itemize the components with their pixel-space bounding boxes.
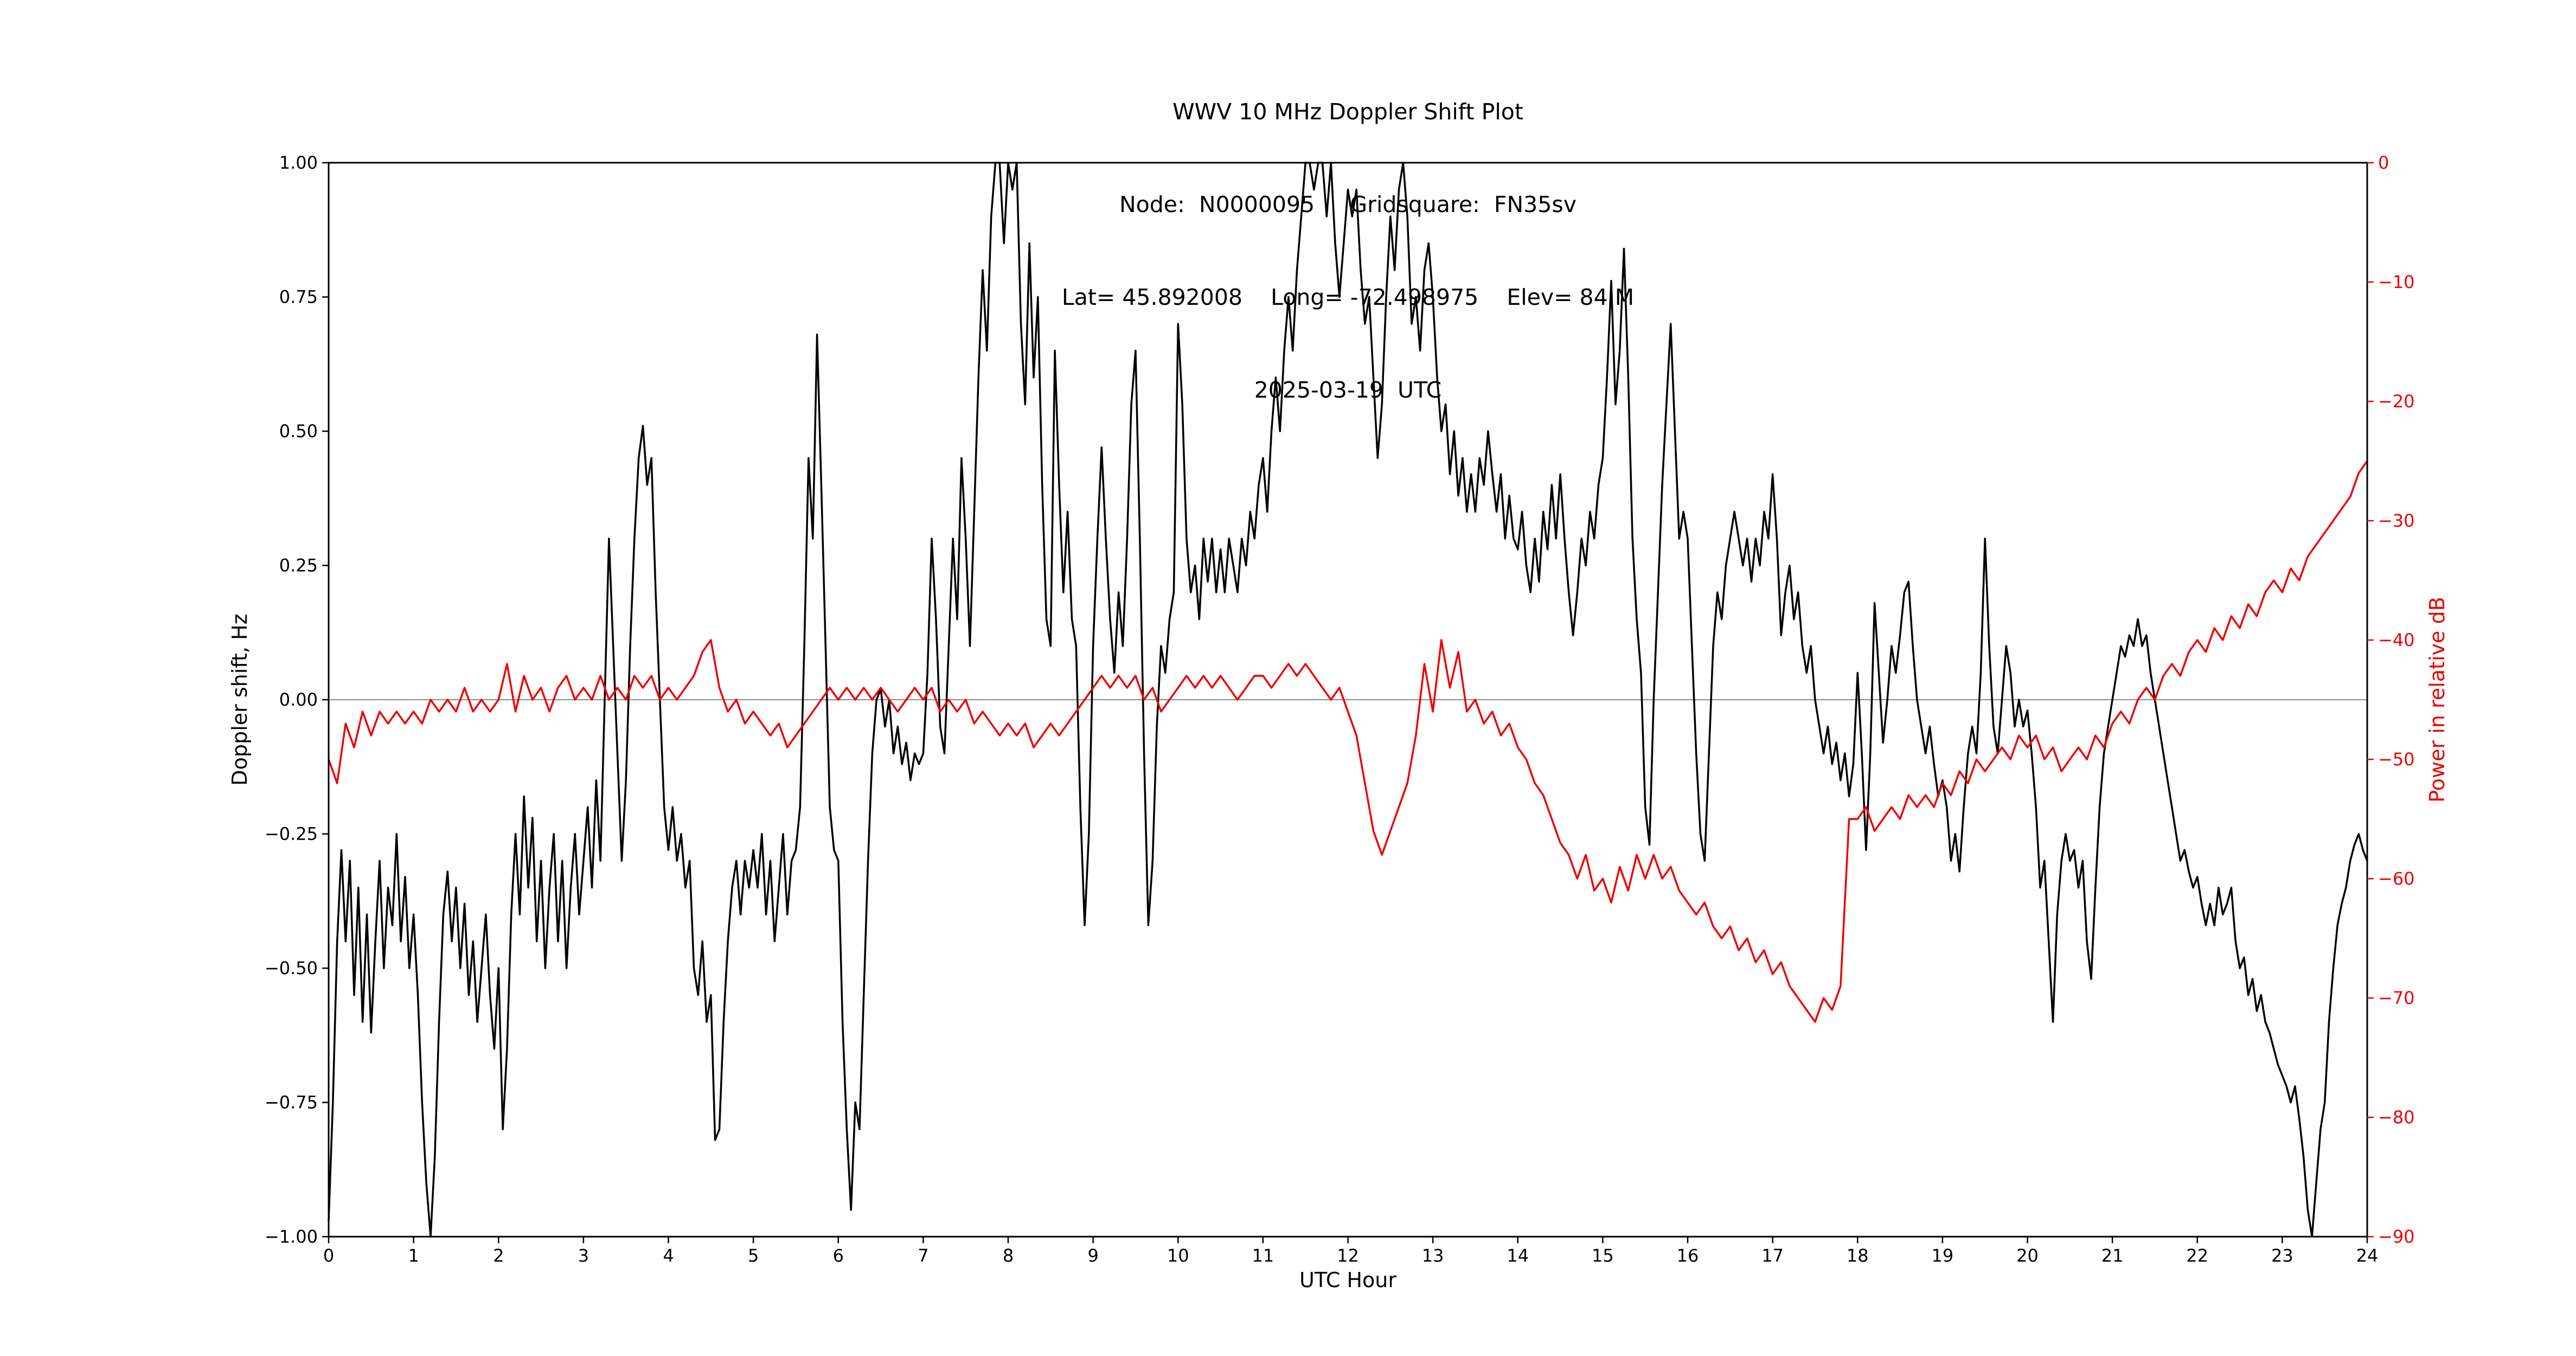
y-right-tick-label: −10	[2378, 272, 2415, 292]
y-left-tick-label: −0.75	[265, 1092, 318, 1113]
x-tick-label: 21	[2101, 1245, 2124, 1266]
y-right-tick-label: −80	[2378, 1107, 2415, 1128]
doppler-series-line	[328, 162, 2368, 1238]
y-right-tick-label: −20	[2378, 391, 2415, 412]
x-tick-label: 9	[1087, 1245, 1098, 1266]
y-left-tick-label: −0.25	[265, 824, 318, 845]
y-left-tick-label: 0.00	[279, 689, 318, 710]
x-tick-label: 6	[833, 1245, 844, 1266]
x-tick-label: 20	[2016, 1245, 2039, 1266]
x-tick-label: 18	[1847, 1245, 1869, 1266]
chart-subtitle-node: Node: N0000095 Gridsquare: FN35sv	[1119, 191, 1577, 218]
x-tick-label: 11	[1252, 1245, 1274, 1266]
x-tick-label: 14	[1507, 1245, 1529, 1266]
x-tick-label: 4	[663, 1245, 674, 1266]
y-right-tick-label: −70	[2378, 988, 2415, 1008]
y-right-tick-label: −90	[2378, 1226, 2415, 1247]
x-tick-label: 17	[1761, 1245, 1784, 1266]
power-series-line	[328, 460, 2368, 1023]
x-tick-label: 3	[578, 1245, 589, 1266]
y-left-tick-label: 0.75	[279, 287, 318, 308]
y-right-tick-label: −50	[2378, 749, 2415, 770]
x-tick-label: 8	[1003, 1245, 1014, 1266]
y-left-tick-label: −0.50	[265, 958, 318, 978]
x-tick-label: 19	[1932, 1245, 1954, 1266]
x-tick-label: 15	[1592, 1245, 1614, 1266]
x-tick-label: 0	[323, 1245, 334, 1266]
y-right-tick-label: 0	[2378, 152, 2389, 173]
y-right-tick-label: −60	[2378, 868, 2415, 889]
x-tick-label: 2	[493, 1245, 504, 1266]
x-tick-label: 24	[2356, 1245, 2379, 1266]
x-tick-label: 13	[1422, 1245, 1444, 1266]
x-tick-label: 16	[1677, 1245, 1699, 1266]
x-tick-label: 22	[2186, 1245, 2208, 1266]
y-left-tick-label: 0.50	[279, 421, 318, 442]
x-tick-label: 7	[918, 1245, 928, 1266]
chart-title: WWV 10 MHz Doppler Shift Plot	[1172, 99, 1523, 125]
y-left-tick-label: 0.25	[279, 555, 318, 576]
x-axis-label: UTC Hour	[1299, 1268, 1396, 1292]
x-tick-label: 12	[1337, 1245, 1359, 1266]
x-tick-label: 10	[1167, 1245, 1189, 1266]
x-tick-label: 1	[408, 1245, 419, 1266]
y-left-tick-label: −1.00	[265, 1226, 318, 1247]
y-right-tick-label: −40	[2378, 630, 2415, 650]
y-right-tick-label: −30	[2378, 510, 2415, 531]
y-left-tick-label: 1.00	[279, 152, 318, 173]
x-tick-label: 23	[2271, 1245, 2293, 1266]
x-tick-label: 5	[748, 1245, 759, 1266]
